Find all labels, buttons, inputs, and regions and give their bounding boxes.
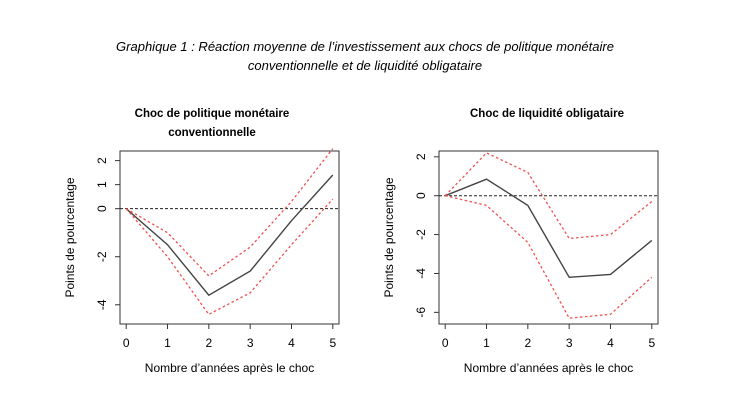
x-tick-label: 5 bbox=[329, 336, 336, 350]
x-tick-label: 5 bbox=[648, 336, 655, 350]
y-tick-label: -6 bbox=[414, 307, 428, 318]
y-axis-label: Points de pourcentage bbox=[63, 177, 77, 297]
series-line-lower-band bbox=[125, 198, 334, 316]
y-tick-label: -4 bbox=[414, 268, 428, 279]
y-tick-label: 2 bbox=[414, 153, 428, 160]
y-tick-label: -2 bbox=[414, 229, 428, 240]
chart-title-line: Choc de liquidité obligataire bbox=[470, 108, 624, 120]
x-tick-label: 2 bbox=[205, 336, 212, 350]
plot-frame bbox=[438, 150, 659, 325]
chart-panel-1: Choc de politique monétaire conventionnel… bbox=[63, 108, 340, 375]
chart-panel-2: Choc de liquidité obligataire 0 1 2 3 4 5 -6 -4 -… bbox=[382, 108, 659, 375]
x-tick-label: 3 bbox=[247, 336, 254, 350]
y-axis-label: Points de pourcentage bbox=[382, 177, 396, 297]
figure-title-line-1: Graphique 1 : Réaction moyenne de l’inve… bbox=[116, 39, 614, 54]
x-tick-label: 1 bbox=[483, 336, 490, 350]
x-tick-label: 2 bbox=[524, 336, 531, 350]
y-tick-label: -4 bbox=[95, 299, 109, 310]
y-tick-label: -2 bbox=[95, 251, 109, 262]
chart-title-line: conventionnelle bbox=[168, 127, 256, 139]
y-tick-label: 2 bbox=[95, 157, 109, 164]
x-axis-label: Nombre d’années après le choc bbox=[464, 361, 633, 375]
x-tick-label: 1 bbox=[164, 336, 171, 350]
x-tick-label: 0 bbox=[442, 336, 449, 350]
series-line-lower-band bbox=[445, 195, 653, 319]
x-tick-label: 3 bbox=[566, 336, 573, 350]
x-axis-label: Nombre d’années après le choc bbox=[145, 361, 314, 375]
series-line-response bbox=[444, 178, 653, 279]
y-tick-label: 0 bbox=[414, 192, 428, 199]
x-tick-label: 0 bbox=[123, 336, 130, 350]
chart-title-line: Choc de politique monétaire bbox=[135, 108, 290, 120]
figure-title-line-2: conventionnelle et de liquidité obligata… bbox=[247, 58, 483, 73]
x-tick-label: 4 bbox=[607, 336, 614, 350]
series-line-upper-band bbox=[125, 148, 334, 277]
series-line-response bbox=[125, 174, 334, 297]
x-tick-label: 4 bbox=[288, 336, 295, 350]
plot-frame bbox=[119, 150, 340, 325]
y-tick-label: 0 bbox=[95, 205, 109, 212]
y-tick-label: 1 bbox=[95, 181, 109, 188]
